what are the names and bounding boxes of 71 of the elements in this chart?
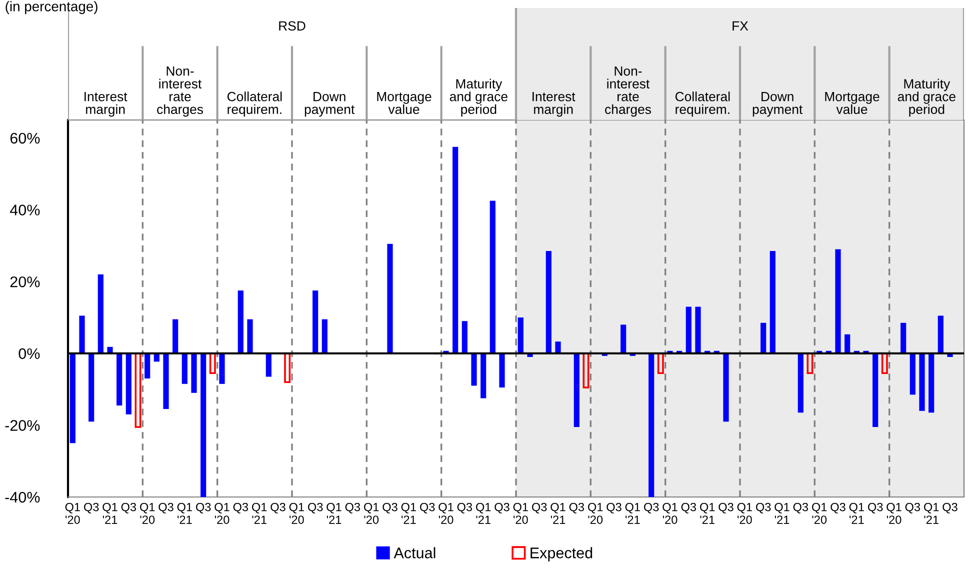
- x-tick-label: Q1 '21: [550, 502, 566, 524]
- text: Maturity and grace period: [450, 78, 508, 117]
- x-tick-label: Q1 '21: [476, 502, 491, 524]
- x-tick-label: Q1 '21: [102, 502, 118, 524]
- x-tick-label: Q1 '20: [662, 502, 678, 524]
- y-tick-label: 40%: [10, 204, 40, 216]
- y-tick-label: 0%: [18, 348, 40, 360]
- text: Mortgage value: [377, 92, 432, 114]
- x-tick-label: Q3: [868, 502, 883, 514]
- x-tick-label: Q3: [121, 502, 136, 514]
- x-tick-label: Q1 '20: [364, 502, 379, 524]
- text: Down payment: [304, 92, 355, 117]
- x-tick-label: Q1 '21: [252, 502, 267, 524]
- x-tick-label: Q1 '21: [849, 502, 864, 524]
- text: (in percentage): [6, 1, 98, 14]
- x-tick-label: Q3: [345, 502, 360, 514]
- x-tick-label: Q1 '20: [737, 502, 752, 524]
- x-tick-label: Q1 '21: [700, 502, 715, 524]
- text: Interest margin: [532, 92, 576, 117]
- x-tick-label: Q1 '20: [886, 502, 902, 524]
- x-tick-label: Q1 '20: [140, 502, 155, 524]
- x-tick-label: Q3: [457, 502, 472, 514]
- x-tick-label: Q1 '21: [401, 502, 416, 524]
- x-tick-label: Q3: [382, 502, 398, 514]
- x-tick-label: Q1 '20: [438, 502, 454, 524]
- x-tick-label: Q3: [756, 502, 771, 514]
- text: Maturity and grace period: [898, 78, 956, 117]
- x-tick-label: Q3: [681, 502, 696, 514]
- x-tick-label: Q3: [793, 502, 808, 514]
- x-tick-label: Q3: [84, 502, 99, 514]
- text: Collateral requirem.: [675, 92, 730, 117]
- text: Mortgage value: [825, 92, 880, 114]
- x-tick-label: Q3: [158, 502, 174, 514]
- x-tick-label: Q3: [420, 502, 435, 514]
- y-tick-label: -40%: [5, 492, 40, 503]
- x-tick-label: Q3: [233, 502, 248, 514]
- x-tick-label: Q1 '21: [625, 502, 640, 524]
- y-tick-label: 20%: [10, 276, 40, 288]
- y-tick-label: 60%: [10, 132, 40, 144]
- x-tick-label: Q1 '20: [214, 502, 230, 524]
- x-tick-label: Q3: [494, 502, 510, 514]
- x-tick-label: Q3: [942, 502, 958, 514]
- text: Collateral requirem.: [227, 92, 282, 117]
- x-tick-label: Q3: [644, 502, 659, 514]
- x-tick-label: Q1 '21: [177, 502, 192, 524]
- x-tick-label: Q3: [718, 502, 734, 514]
- x-tick-label: Q3: [569, 502, 584, 514]
- legend-label: Actual: [394, 547, 436, 558]
- text: Non- interest rate charges: [605, 66, 651, 117]
- x-tick-label: Q3: [308, 502, 323, 514]
- x-tick-label: Q3: [196, 502, 211, 514]
- text: Down payment: [752, 92, 803, 117]
- text: Non- interest rate charges: [157, 66, 203, 117]
- x-tick-label: Q1 '21: [326, 502, 342, 524]
- x-tick-label: Q1 '20: [65, 502, 80, 524]
- x-tick-label: Q3: [270, 502, 286, 514]
- x-tick-label: Q3: [830, 502, 846, 514]
- y-tick-label: -20%: [5, 420, 40, 431]
- x-tick-label: Q1 '21: [924, 502, 939, 524]
- x-tick-label: Q1 '20: [812, 502, 827, 524]
- text: Interest margin: [84, 92, 128, 117]
- legend-label: Expected: [530, 547, 592, 562]
- text: RSD: [279, 21, 306, 31]
- x-tick-label: Q1 '20: [513, 502, 528, 524]
- x-tick-label: Q1 '20: [588, 502, 603, 524]
- x-tick-label: Q3: [532, 502, 547, 514]
- x-tick-label: Q3: [606, 502, 622, 514]
- x-tick-label: Q1 '21: [774, 502, 790, 524]
- x-tick-label: Q3: [905, 502, 920, 514]
- x-tick-label: Q1 '20: [289, 502, 304, 524]
- text: FX: [732, 21, 748, 30]
